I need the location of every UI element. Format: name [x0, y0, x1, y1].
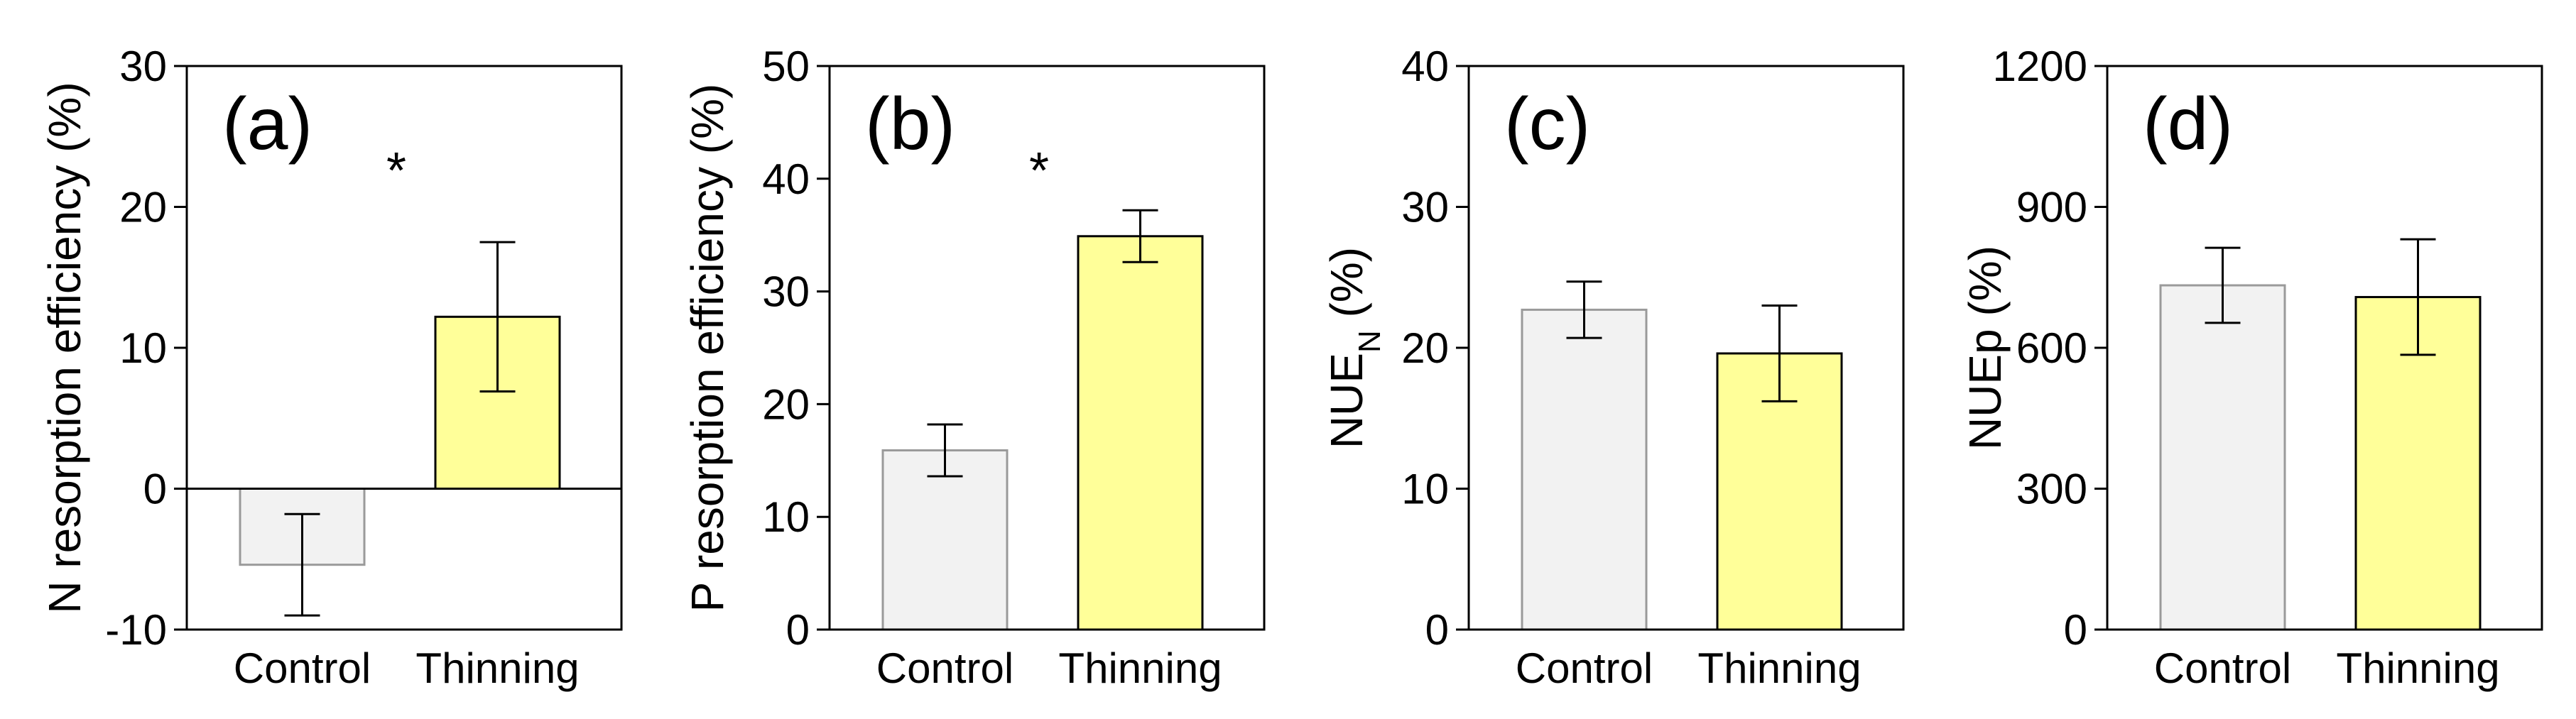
- y-axis-label: NUEp (%): [1960, 246, 2011, 450]
- y-tick-label: 10: [119, 324, 167, 372]
- category-label-thinning: Thinning: [1697, 644, 1861, 692]
- category-label-control: Control: [1516, 644, 1653, 692]
- y-tick-label: 10: [762, 493, 810, 541]
- y-tick-label: 20: [762, 380, 810, 428]
- y-tick-label: 40: [762, 155, 810, 203]
- y-tick-label: 1200: [1993, 43, 2087, 90]
- error-bar-thinning: [1122, 209, 1158, 263]
- y-tick-label: 50: [762, 43, 810, 90]
- y-axis-label: N resorption efficiency (%): [39, 82, 90, 613]
- chart-panel-1: Control Thinning -10 0 10 20 30 (a) * N resorptio…: [39, 43, 623, 692]
- panel-label: (d): [2143, 83, 2233, 165]
- error-bar-control: [2205, 246, 2241, 324]
- y-axis-label: P resorption efficiency (%): [682, 84, 733, 613]
- error-bar-thinning: [2400, 238, 2436, 356]
- error-bar-control: [1566, 280, 1602, 339]
- y-axis-label: NUEN (%): [1321, 247, 1387, 449]
- y-tick-label: 20: [1401, 324, 1449, 372]
- y-tick-label: 10: [1401, 466, 1449, 513]
- chart-panel-3: Control Thinning 0 10 20 30 40 (c) NUEN (%): [1321, 43, 1905, 692]
- y-tick-label: 600: [2016, 324, 2087, 372]
- chart-panel-4: Control Thinning 0 300 600 900 1200 (d) NUEp (%): [1960, 43, 2543, 692]
- error-bar-thinning: [1761, 304, 1798, 402]
- category-label-control: Control: [876, 644, 1013, 692]
- y-tick-label: 0: [2064, 606, 2087, 654]
- y-tick-label: 30: [1401, 184, 1449, 231]
- y-tick-label: -10: [105, 606, 167, 654]
- y-tick-label: 0: [786, 606, 810, 654]
- y-tick-label: 30: [762, 268, 810, 316]
- category-label-thinning: Thinning: [2336, 644, 2499, 692]
- significance-marker: *: [386, 143, 406, 199]
- y-tick-label: 40: [1401, 43, 1449, 90]
- plot-frame: [828, 65, 1266, 631]
- panel-label: (b): [865, 83, 955, 165]
- error-bar-thinning: [479, 241, 516, 393]
- error-bar-control: [284, 512, 320, 617]
- chart-panel-2: Control Thinning 0 10 20 30 40 50 (b) * P resorpti…: [682, 43, 1266, 692]
- category-label-thinning: Thinning: [415, 644, 579, 692]
- category-label-control: Control: [2154, 644, 2291, 692]
- y-tick-label: 900: [2016, 184, 2087, 231]
- category-label-control: Control: [234, 644, 371, 692]
- bar-control: [1521, 308, 1648, 631]
- y-tick-label: 0: [1425, 606, 1449, 654]
- y-tick-label: 30: [119, 43, 167, 90]
- y-tick-label: 300: [2016, 466, 2087, 513]
- y-tick-label: 20: [119, 184, 167, 231]
- category-label-thinning: Thinning: [1058, 644, 1222, 692]
- bar-thinning: [1077, 235, 1204, 631]
- significance-marker: *: [1029, 143, 1049, 199]
- bar-control: [2159, 284, 2286, 631]
- panel-label: (c): [1504, 83, 1590, 165]
- y-tick-label: 0: [143, 466, 167, 513]
- error-bar-control: [927, 423, 963, 478]
- panel-label: (a): [222, 83, 313, 165]
